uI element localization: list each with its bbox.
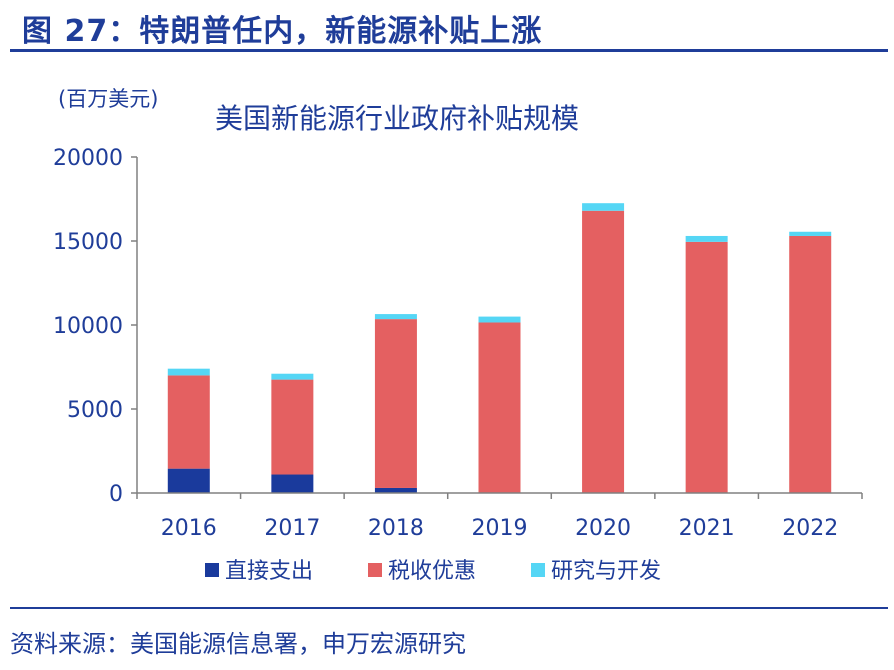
- source-note: 资料来源：美国能源信息署，申万宏源研究: [10, 630, 466, 658]
- x-tick-label: 2022: [782, 516, 838, 541]
- bar-segment: [685, 241, 728, 493]
- bar-segment: [271, 373, 314, 380]
- y-axis-ticks: 0 5000 10000 15000 20000: [53, 146, 137, 507]
- bar-segment: [374, 487, 417, 493]
- y-tick-label: 0: [109, 482, 123, 507]
- x-tick-label: 2020: [575, 516, 631, 541]
- footer-divider: [10, 607, 888, 609]
- legend-label: 直接支出: [225, 559, 313, 584]
- bar-segment: [478, 322, 521, 493]
- y-tick-label: 20000: [53, 146, 123, 171]
- x-tick-label: 2017: [264, 516, 320, 541]
- x-tick-label: 2019: [472, 516, 528, 541]
- bar-segment: [478, 316, 521, 323]
- legend-swatch: [368, 563, 382, 577]
- legend: 直接支出 税收优惠 研究与开发: [205, 559, 661, 584]
- y-tick-label: 5000: [67, 398, 123, 423]
- legend-label: 研究与开发: [551, 559, 661, 584]
- bar-segment: [167, 375, 210, 469]
- y-tick-label: 15000: [53, 230, 123, 255]
- bar-segment: [271, 379, 314, 475]
- legend-label: 税收优惠: [388, 559, 476, 584]
- bar-segment: [374, 314, 417, 320]
- bar-segment: [789, 231, 832, 236]
- bars-group: [167, 203, 832, 493]
- y-tick-label: 10000: [53, 314, 123, 339]
- bar-segment: [167, 468, 210, 493]
- bar-segment: [582, 210, 625, 493]
- y-axis-unit: (百万美元): [58, 87, 158, 111]
- x-tick-label: 2016: [161, 516, 217, 541]
- x-tick-label: 2021: [679, 516, 735, 541]
- title-divider: [10, 49, 888, 52]
- bar-segment: [374, 319, 417, 488]
- bar-segment: [582, 203, 625, 211]
- stacked-bar-chart: (百万美元) 美国新能源行业政府补贴规模 0 5000 10000 15000 2000…: [53, 87, 863, 584]
- bar-segment: [789, 235, 832, 493]
- legend-swatch: [531, 563, 545, 577]
- bar-segment: [167, 368, 210, 376]
- x-axis-ticks: 2016 2017 2018 2019 2020 2021 2022: [136, 493, 863, 541]
- chart-title: 美国新能源行业政府补贴规模: [215, 102, 579, 135]
- bar-segment: [685, 235, 728, 242]
- x-tick-label: 2018: [368, 516, 424, 541]
- figure-title: 图 27：特朗普任内，新能源补贴上涨: [22, 14, 543, 49]
- bar-segment: [271, 474, 314, 493]
- legend-swatch: [205, 563, 219, 577]
